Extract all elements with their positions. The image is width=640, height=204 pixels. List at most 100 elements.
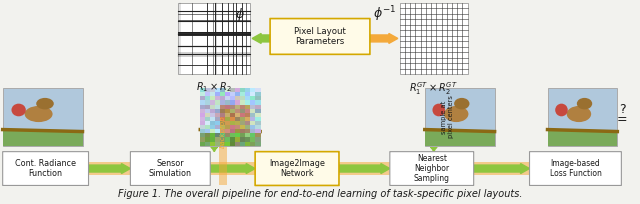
- Bar: [200, 117, 205, 122]
- FancyBboxPatch shape: [529, 152, 621, 185]
- Bar: [210, 133, 216, 138]
- Bar: [225, 121, 230, 126]
- Polygon shape: [474, 164, 529, 174]
- Bar: [425, 130, 495, 146]
- Text: Sensor
Simulation: Sensor Simulation: [149, 159, 192, 178]
- Bar: [250, 105, 255, 109]
- Bar: [235, 125, 241, 130]
- Text: $R_1^{GT} \times R_2^{GT}$: $R_1^{GT} \times R_2^{GT}$: [410, 80, 458, 97]
- Bar: [205, 121, 211, 126]
- Bar: [240, 109, 246, 113]
- Bar: [240, 100, 246, 105]
- Bar: [230, 109, 236, 113]
- Bar: [235, 113, 241, 117]
- Bar: [225, 100, 230, 105]
- Bar: [200, 137, 205, 142]
- Bar: [240, 96, 246, 101]
- Bar: [255, 117, 260, 122]
- Bar: [235, 92, 241, 97]
- Bar: [245, 88, 251, 93]
- Bar: [255, 129, 260, 134]
- Text: Nearest
Neighbor
Sampling: Nearest Neighbor Sampling: [413, 154, 450, 183]
- Bar: [245, 121, 251, 126]
- Bar: [205, 125, 211, 130]
- Bar: [225, 92, 230, 97]
- Bar: [220, 137, 226, 142]
- Polygon shape: [429, 144, 438, 152]
- Bar: [425, 88, 495, 146]
- Bar: [215, 129, 221, 134]
- Bar: [200, 121, 205, 126]
- Bar: [245, 133, 251, 138]
- Bar: [230, 137, 236, 142]
- Bar: [255, 92, 260, 97]
- Bar: [235, 129, 241, 134]
- Bar: [200, 142, 205, 146]
- Bar: [200, 92, 205, 97]
- Bar: [220, 92, 226, 97]
- Bar: [250, 92, 255, 97]
- Bar: [225, 137, 230, 142]
- Bar: [250, 100, 255, 105]
- FancyBboxPatch shape: [131, 152, 211, 185]
- Bar: [235, 88, 241, 93]
- Bar: [210, 137, 216, 142]
- Bar: [205, 129, 211, 134]
- Bar: [215, 121, 221, 126]
- Bar: [255, 96, 260, 101]
- Bar: [215, 113, 221, 117]
- Bar: [205, 117, 211, 122]
- Bar: [245, 96, 251, 101]
- FancyBboxPatch shape: [3, 152, 88, 185]
- Bar: [250, 125, 255, 130]
- Text: Pixel Layout
Parameters: Pixel Layout Parameters: [294, 27, 346, 46]
- Ellipse shape: [25, 106, 52, 122]
- Bar: [225, 142, 230, 146]
- FancyBboxPatch shape: [270, 19, 370, 54]
- Bar: [215, 88, 221, 93]
- Bar: [250, 113, 255, 117]
- Bar: [225, 117, 230, 122]
- Bar: [205, 109, 211, 113]
- Bar: [210, 142, 216, 146]
- Bar: [230, 105, 236, 109]
- Bar: [250, 96, 255, 101]
- Bar: [235, 121, 241, 126]
- Bar: [250, 142, 255, 146]
- Bar: [240, 129, 246, 134]
- Bar: [210, 100, 216, 105]
- Bar: [255, 109, 260, 113]
- Bar: [200, 109, 205, 113]
- Ellipse shape: [36, 98, 54, 109]
- Bar: [230, 133, 236, 138]
- Bar: [245, 100, 251, 105]
- Bar: [250, 117, 255, 122]
- Polygon shape: [339, 164, 390, 174]
- Bar: [235, 100, 241, 105]
- Bar: [225, 133, 230, 138]
- Bar: [245, 117, 251, 122]
- Bar: [220, 109, 226, 113]
- Ellipse shape: [12, 104, 26, 116]
- Bar: [210, 92, 216, 97]
- Bar: [215, 105, 221, 109]
- Text: sample at
pixel centers: sample at pixel centers: [441, 95, 454, 138]
- Bar: [225, 105, 230, 109]
- Text: $\phi^{-1}$: $\phi^{-1}$: [373, 5, 397, 24]
- Ellipse shape: [577, 98, 592, 109]
- Bar: [220, 100, 226, 105]
- Bar: [210, 105, 216, 109]
- Bar: [240, 125, 246, 130]
- Ellipse shape: [454, 98, 470, 109]
- Bar: [240, 88, 246, 93]
- Bar: [205, 96, 211, 101]
- Bar: [200, 125, 205, 130]
- Polygon shape: [210, 164, 255, 174]
- Bar: [88, 162, 529, 175]
- Bar: [210, 121, 216, 126]
- Bar: [230, 129, 236, 134]
- Bar: [220, 113, 226, 117]
- Bar: [547, 88, 618, 146]
- Text: ?: ?: [619, 103, 626, 115]
- Bar: [230, 125, 236, 130]
